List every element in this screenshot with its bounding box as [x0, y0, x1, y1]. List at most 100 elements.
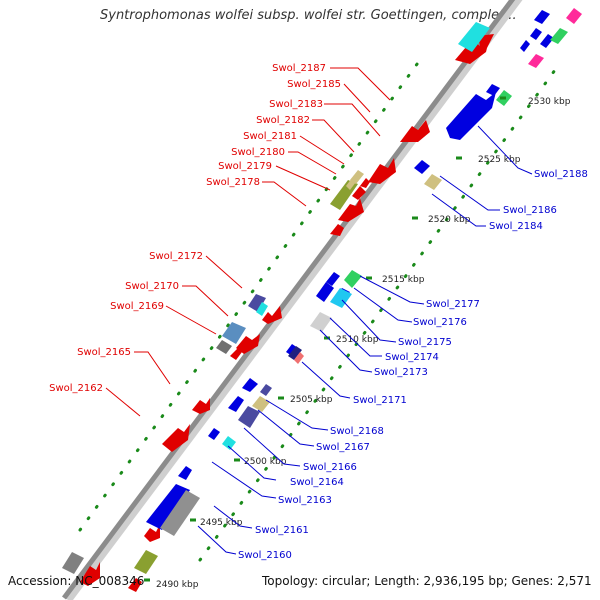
dotted-tracks	[78, 58, 557, 562]
leader-line	[353, 287, 413, 323]
forward-gene-arrow[interactable]	[338, 198, 364, 222]
reverse-gene-arrow[interactable]	[540, 34, 554, 48]
reverse-gene-arrow[interactable]	[530, 28, 542, 40]
gene-label[interactable]: Swol_2182	[256, 115, 310, 126]
leader-line	[213, 505, 253, 529]
leader-line	[341, 299, 397, 343]
forward-gene-arrow[interactable]	[162, 424, 190, 452]
reverse-gene-arrow[interactable]	[446, 92, 496, 140]
ruler-label: 2495 kbp	[200, 518, 243, 528]
leader-line	[257, 409, 315, 447]
gene-label[interactable]: Swol_2180	[231, 147, 285, 158]
gene-block-gray[interactable]	[160, 490, 200, 536]
forward-gene-arrow[interactable]	[128, 578, 142, 592]
gene-block-gray[interactable]	[62, 552, 84, 574]
reverse-gene-arrow[interactable]	[286, 344, 298, 356]
gene-block-cyan[interactable]	[330, 288, 352, 308]
reverse-gene-arrow[interactable]	[208, 428, 220, 440]
gene-label[interactable]: Swol_2183	[269, 99, 323, 110]
gene-block-olive[interactable]	[134, 550, 158, 574]
reverse-leaders	[197, 125, 533, 555]
gene-label[interactable]: Swol_2160	[238, 550, 292, 561]
forward-gene-arrow[interactable]	[80, 562, 100, 586]
reverse-gene-arrow[interactable]	[242, 378, 258, 392]
gene-label[interactable]: Swol_2187	[272, 63, 326, 74]
gene-block-navy[interactable]	[238, 406, 260, 428]
ruler-label: 2525 kbp	[478, 155, 521, 165]
forward-gene-arrow[interactable]	[400, 120, 430, 142]
reverse-gene-arrow[interactable]	[228, 396, 244, 412]
ruler-ticks	[144, 96, 506, 582]
ruler-label: 2505 kbp	[290, 395, 333, 405]
gene-block-cyan[interactable]	[458, 22, 490, 52]
leader-line	[288, 151, 337, 175]
forward-gene-arrow[interactable]	[330, 224, 344, 236]
gene-block-green[interactable]	[344, 270, 362, 288]
gene-label[interactable]: Swol_2177	[426, 299, 480, 310]
gene-block-navy[interactable]	[260, 384, 272, 396]
gene-block-navy[interactable]	[248, 294, 266, 312]
forward-gene-arrow[interactable]	[236, 334, 260, 354]
gene-block-green[interactable]	[550, 28, 568, 44]
leader-line	[439, 175, 500, 211]
gene-label[interactable]: Swol_2174	[385, 352, 439, 363]
gene-block-salmon[interactable]	[294, 352, 304, 364]
gene-block-cyan[interactable]	[256, 302, 268, 316]
gene-label[interactable]: Swol_2163	[278, 495, 332, 506]
gene-label[interactable]: Swol_2167	[316, 442, 370, 453]
forward-gene-arrow[interactable]	[144, 524, 160, 542]
leader-line	[301, 361, 351, 399]
leader-line	[243, 427, 301, 467]
forward-gene-arrow[interactable]	[262, 306, 282, 324]
gene-label[interactable]: Swol_2161	[255, 525, 309, 536]
reverse-gene-arrow[interactable]	[486, 84, 500, 96]
gene-block-magenta[interactable]	[528, 54, 544, 68]
gene-label[interactable]: Swol_2184	[489, 221, 543, 232]
gene-block-khaki[interactable]	[346, 178, 356, 190]
reverse-labels: Swol_2188 Swol_2186 Swol_2184 Swol_2177 …	[238, 169, 588, 561]
forward-gene-arrow[interactable]	[352, 186, 366, 200]
gene-label[interactable]: Swol_2186	[503, 205, 557, 216]
gene-label[interactable]: Swol_2165	[77, 347, 131, 358]
gene-label[interactable]: Swol_2181	[243, 131, 297, 142]
forward-gene-arrow[interactable]	[192, 398, 210, 414]
leader-line	[262, 181, 307, 207]
gene-block-navy[interactable]	[288, 346, 302, 360]
accession-text: Accession: NC_008346	[8, 574, 145, 588]
reverse-gene-arrow[interactable]	[326, 272, 340, 286]
gene-block-steelblue[interactable]	[222, 322, 246, 344]
gene-label[interactable]: Swol_2166	[303, 462, 357, 473]
gene-block-magenta[interactable]	[566, 8, 582, 24]
gene-block-lightgray[interactable]	[310, 312, 332, 332]
gene-label[interactable]: Swol_2179	[218, 161, 272, 172]
gene-label[interactable]: Swol_2168	[330, 426, 384, 437]
gene-block-gray[interactable]	[216, 340, 232, 354]
reverse-gene-arrow[interactable]	[178, 466, 192, 480]
forward-gene-arrow[interactable]	[360, 178, 370, 188]
gene-label[interactable]: Swol_2178	[206, 177, 260, 188]
gene-block-khaki[interactable]	[252, 396, 270, 412]
leader-line	[227, 445, 277, 481]
reverse-gene-arrow[interactable]	[414, 160, 430, 174]
gene-label[interactable]: Swol_2188	[534, 169, 588, 180]
forward-gene-arrow[interactable]	[455, 34, 494, 64]
gene-label[interactable]: Swol_2164	[290, 477, 344, 488]
reverse-gene-arrow[interactable]	[534, 10, 550, 24]
gene-label[interactable]: Swol_2175	[398, 337, 452, 348]
gene-block-khaki[interactable]	[424, 174, 442, 190]
gene-label[interactable]: Swol_2162	[49, 383, 103, 394]
gene-label[interactable]: Swol_2169	[110, 301, 164, 312]
forward-gene-arrow[interactable]	[368, 158, 396, 184]
forward-gene-arrow[interactable]	[230, 348, 242, 360]
gene-label[interactable]: Swol_2171	[353, 395, 407, 406]
gene-label[interactable]: Swol_2172	[149, 251, 203, 262]
reverse-gene-arrow[interactable]	[520, 40, 530, 52]
gene-label[interactable]: Swol_2173	[374, 367, 428, 378]
reverse-gene-arrow[interactable]	[316, 282, 334, 302]
reverse-gene-arrow[interactable]	[146, 484, 190, 530]
forward-gene-track	[62, 22, 494, 592]
gene-label[interactable]: Swol_2176	[413, 317, 467, 328]
gene-label[interactable]: Swol_2170	[125, 281, 179, 292]
gene-label[interactable]: Swol_2185	[287, 79, 341, 90]
gene-block-cyan[interactable]	[222, 436, 236, 450]
